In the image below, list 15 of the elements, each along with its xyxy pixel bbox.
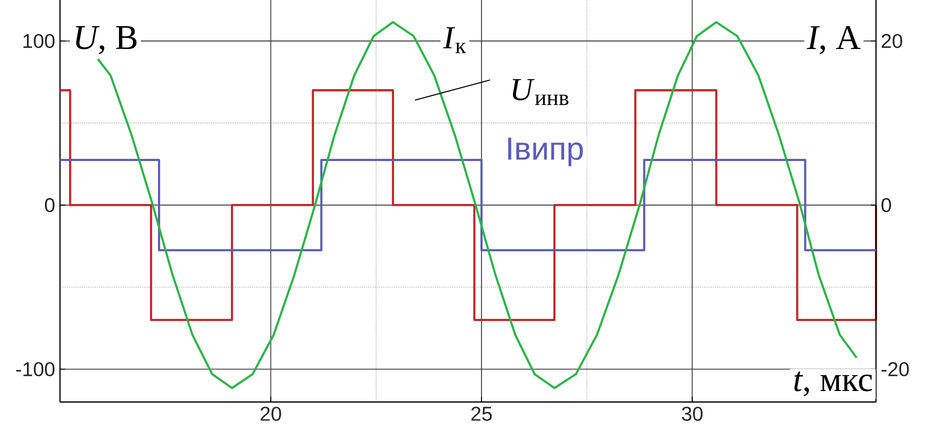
text: U$_{инв}$ [512,79,568,106]
y-tick-label: 100 [23,34,54,48]
y2-tick-label: 20 [882,34,902,48]
x-tick-label: 25 [471,406,492,421]
y-tick-label: 0 [44,198,55,212]
x-tick-label: 30 [682,406,703,421]
series-label: I$_{к}$ [443,27,466,54]
y2-tick-label: 0 [881,198,892,212]
y2-axis-title: I, А [806,26,861,54]
y2-tick-label: -20 [882,362,909,376]
x-tick-label: 20 [260,406,282,421]
x-axis-title: t, мкс [794,371,872,396]
series-label: Iвипр [508,138,583,166]
y-axis-title: U, В [76,26,137,54]
y-tick-label: -100 [16,362,54,376]
